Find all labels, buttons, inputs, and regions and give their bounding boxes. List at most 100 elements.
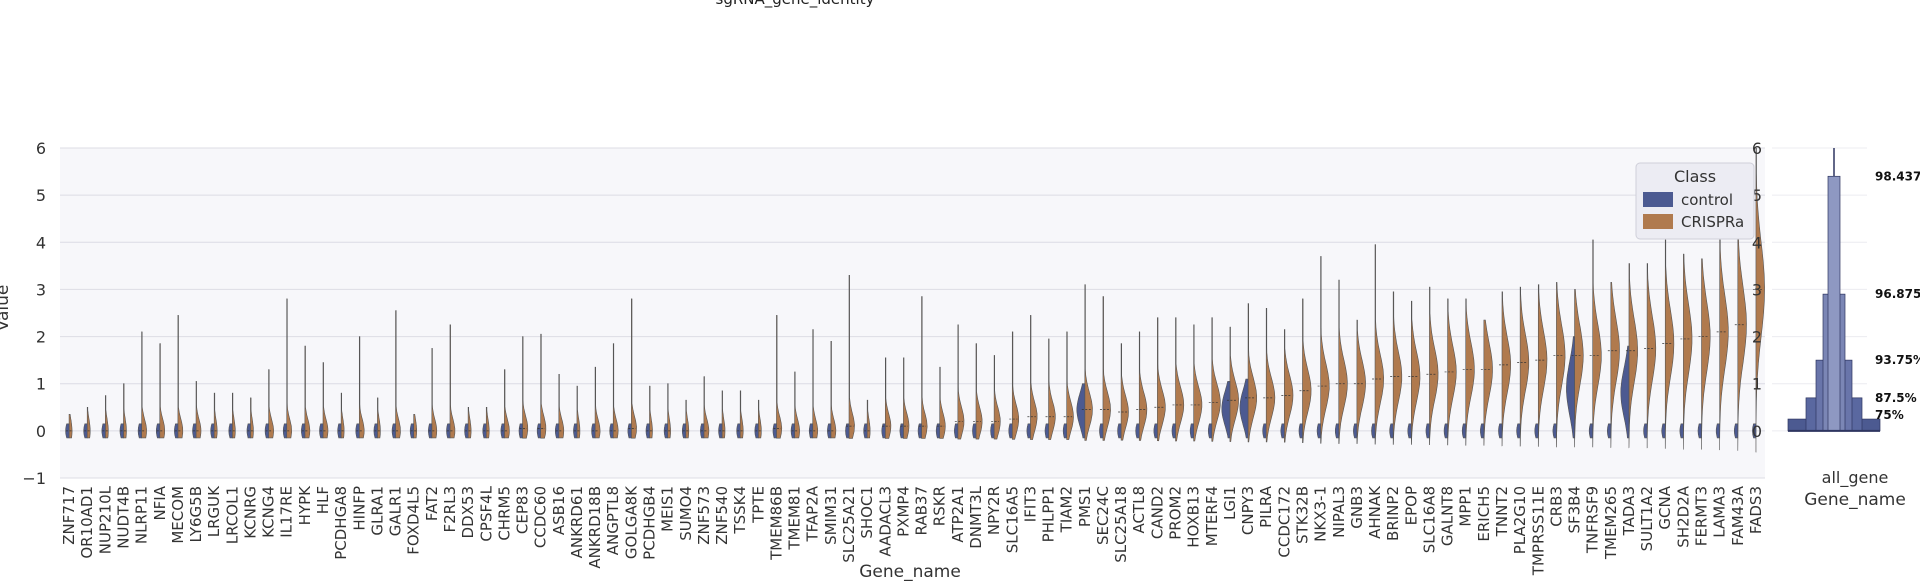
violin-control [1566, 336, 1575, 439]
violin-control [1552, 423, 1557, 439]
x-tick-label: NUDT4B [115, 486, 133, 549]
violin-crispra [1338, 279, 1348, 444]
violin-crispra [1429, 286, 1439, 446]
violin-crispra [377, 397, 381, 439]
violin-control [972, 423, 977, 439]
violin-crispra [558, 373, 565, 439]
x-tick-label: SHOC1 [858, 486, 876, 539]
side-x-tick-label: all_gene [1822, 468, 1889, 488]
violin-control [1280, 423, 1285, 439]
violin-crispra [776, 315, 783, 439]
violin-crispra [504, 369, 510, 439]
side-y-tick-label: 6 [1752, 139, 1762, 158]
x-tick-label: ANGPTL8 [604, 486, 622, 555]
y-axis-ticks: −1 0 1 2 3 4 5 6 0 1 2 3 4 5 6 [22, 139, 1762, 488]
violin-control [1189, 423, 1194, 439]
violin-control [1008, 423, 1013, 439]
boxen-level-label: 93.75% [1875, 353, 1920, 367]
x-tick-label: IFIT3 [1021, 486, 1039, 522]
violin-control [1044, 423, 1049, 439]
y-tick-label: 2 [36, 328, 46, 347]
x-tick-label: SLC25A21 [840, 486, 858, 563]
violin-crispra [177, 315, 184, 439]
violin-crispra [1048, 338, 1056, 440]
side-y-tick-label: 0 [1752, 422, 1762, 441]
violin-crispra [957, 324, 965, 440]
x-tick-label: CHRM5 [495, 486, 513, 541]
violin-control [1607, 423, 1612, 439]
violin-crispra [522, 336, 529, 439]
violin-crispra [413, 414, 417, 439]
x-tick-label: GOLGA8K [622, 485, 640, 559]
x-tick-label: TNFRSF9 [1584, 486, 1602, 554]
violin-control [1171, 423, 1176, 439]
violin-crispra [1284, 329, 1294, 443]
violin-crispra [1537, 284, 1548, 447]
violin-control [953, 423, 959, 439]
side-y-tick-label: 1 [1752, 375, 1762, 394]
x-tick-label: PILRA [1257, 485, 1275, 528]
violin-control [518, 423, 523, 439]
side-y-tick-label: 4 [1752, 233, 1762, 252]
violin-control [1498, 423, 1503, 439]
violin-control [1298, 423, 1303, 439]
violin-crispra [1574, 289, 1584, 448]
x-tick-label: FERMT3 [1693, 486, 1711, 546]
legend-title: Class [1674, 167, 1716, 186]
violin-crispra [685, 399, 690, 439]
x-tick-label: RAB37 [913, 486, 931, 535]
y-tick-label: 5 [36, 186, 46, 205]
x-tick-label: FAT2 [423, 486, 441, 521]
violin-crispra [1374, 244, 1385, 445]
violin-control [1425, 423, 1430, 439]
violin-crispra [1411, 300, 1421, 445]
violin-control [917, 423, 922, 439]
violin-crispra [921, 296, 928, 439]
x-tick-label: ERICH5 [1475, 486, 1493, 542]
x-tick-label: HLF [314, 486, 332, 514]
x-tick-label: CPSF4L [477, 485, 495, 541]
violin-crispra [1628, 263, 1638, 449]
violin-control [1588, 423, 1593, 439]
violin-crispra [848, 274, 855, 439]
x-tick-label: LGI1 [1221, 486, 1239, 520]
violin-crispra [830, 340, 837, 439]
legend-swatch-control [1643, 192, 1673, 207]
violin-crispra [649, 385, 653, 439]
violin-crispra [1138, 331, 1148, 441]
violin-control [1516, 423, 1521, 439]
violin-control [1135, 423, 1140, 439]
y-tick-label: 3 [36, 280, 46, 299]
x-tick-label: TMEM81 [786, 486, 804, 551]
violin-crispra [213, 392, 218, 439]
x-tick-label: CAND2 [1148, 486, 1166, 539]
x-tick-label: GALR1 [387, 486, 405, 536]
violin-control [899, 423, 904, 439]
x-axis-ticks: ZNF717 OR10AD1 NUP210L NUDT4B NLRP11 NFIA MECO… [60, 485, 1765, 576]
violin-crispra [1066, 331, 1074, 440]
x-tick-label: CEP83 [514, 486, 532, 534]
x-tick-label: PCDHGA8 [332, 486, 350, 560]
violin-control [935, 423, 941, 439]
violin-crispra [467, 406, 472, 439]
violin-crispra [594, 366, 601, 439]
violin-control [1026, 423, 1031, 439]
violin-control [1335, 423, 1340, 439]
side-y-tick-label: 5 [1752, 186, 1762, 205]
x-tick-label: ANKRD18B [586, 486, 604, 569]
violin-control [1371, 423, 1376, 439]
x-tick-label: NFIA [151, 485, 169, 520]
boxen-level-label: 98.4375% [1875, 169, 1920, 183]
x-tick-label: GCNA [1656, 485, 1674, 529]
x-tick-label: GLRA1 [368, 486, 386, 536]
violin-crispra [1211, 317, 1221, 442]
legend-label-crispra: CRISPRa [1681, 213, 1744, 231]
x-tick-label: BRINP2 [1384, 486, 1402, 541]
violin-crispra [1193, 324, 1203, 442]
violin-crispra [1356, 319, 1366, 444]
violin-crispra [939, 366, 946, 439]
x-tick-label: SLC16A5 [1003, 486, 1021, 553]
x-tick-label: AADACL3 [876, 486, 894, 557]
y-tick-label: 4 [36, 233, 46, 252]
violin-control [990, 423, 995, 439]
